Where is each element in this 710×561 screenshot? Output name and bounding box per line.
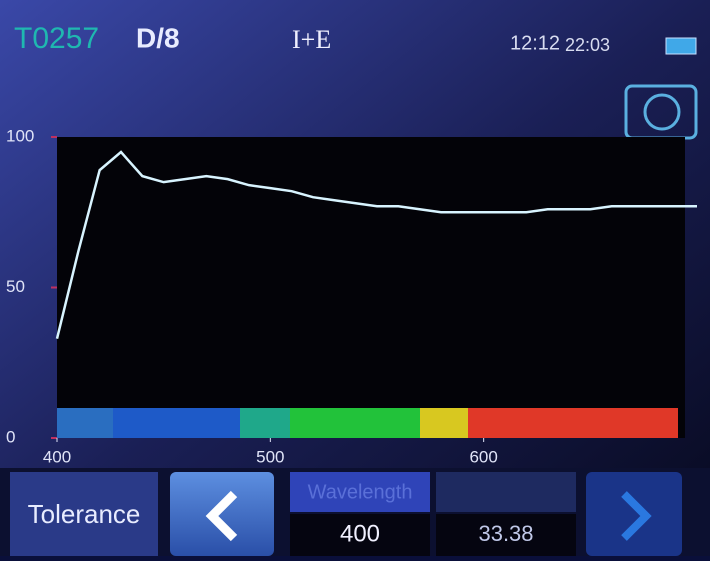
spectrum-band [57,408,678,438]
page: T0257 D/8 I+E 12:12 22:03 0 50 100 400 500 60… [0,0,710,556]
tolerance-label: Tolerance [28,499,141,529]
geometry: D/8 [136,22,180,53]
y-tick-label: 50 [6,277,25,296]
time: 12:12 [510,32,560,54]
sample-id: T0257 [14,22,99,55]
battery-icon [666,38,696,54]
reading-value: 33.38 [478,521,533,546]
x-tick-label: 400 [43,447,71,466]
next-button[interactable] [586,472,682,556]
x-tick-label: 600 [469,447,497,466]
plot-area [57,137,685,438]
mode: I+E [292,25,331,54]
date: 22:03 [565,35,610,55]
x-tick-label: 500 [256,447,284,466]
reading-header [436,472,576,512]
wavelength-value: 400 [340,520,380,547]
y-tick-label: 100 [6,126,34,145]
y-tick-label: 0 [6,427,15,446]
wavelength-label: Wavelength [308,481,413,503]
screen: T0257 D/8 I+E 12:12 22:03 0 50 100 400 500 60… [0,0,710,556]
prev-button[interactable] [170,472,274,556]
